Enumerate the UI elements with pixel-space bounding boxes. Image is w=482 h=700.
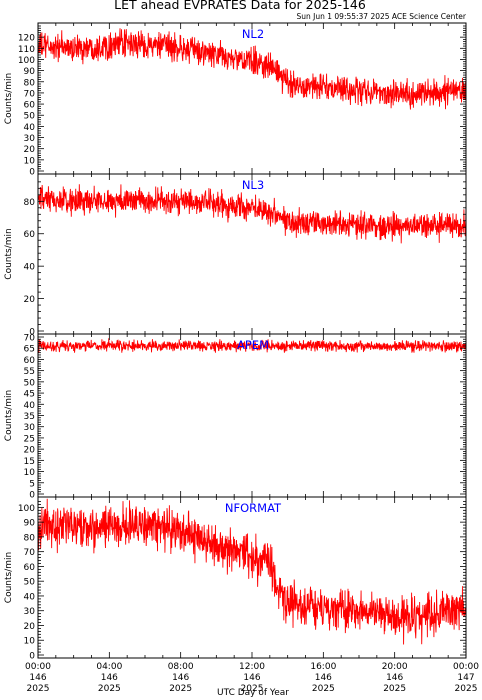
y-tick-label: 110 bbox=[18, 45, 35, 55]
y-tick-label: 90 bbox=[24, 67, 36, 77]
x-tick-day: 146 bbox=[172, 673, 189, 683]
y-tick-label: 50 bbox=[24, 378, 36, 388]
y-tick-label: 100 bbox=[18, 504, 35, 514]
y-axis-label: Counts/min bbox=[4, 390, 14, 441]
x-tick-day: 146 bbox=[29, 673, 46, 683]
y-tick-label: 0 bbox=[29, 168, 35, 178]
y-tick-label: 80 bbox=[24, 78, 36, 88]
y-tick-label: 5 bbox=[29, 479, 35, 489]
series-line-apem bbox=[38, 338, 466, 353]
y-tick-label: 0 bbox=[29, 491, 35, 501]
y-tick-label: 0 bbox=[29, 328, 35, 338]
y-tick-label: 20 bbox=[24, 145, 36, 155]
y-tick-label: 25 bbox=[24, 434, 35, 444]
y-tick-label: 70 bbox=[24, 89, 36, 99]
series-line-nl2 bbox=[38, 28, 466, 110]
y-tick-label: 40 bbox=[24, 592, 36, 602]
y-tick-label: 80 bbox=[24, 198, 36, 208]
y-tick-label: 10 bbox=[24, 468, 36, 478]
x-tick-time: 16:00 bbox=[310, 662, 336, 672]
y-tick-label: 60 bbox=[24, 101, 36, 111]
chart-panels: 0102030405060708090100110120Counts/minNL… bbox=[4, 22, 467, 662]
x-tick-time: 12:00 bbox=[239, 662, 265, 672]
y-tick-label: 60 bbox=[24, 356, 36, 366]
y-tick-label: 60 bbox=[24, 563, 36, 573]
y-tick-label: 10 bbox=[24, 156, 36, 166]
y-tick-label: 90 bbox=[24, 519, 36, 529]
x-tick-year: 2025 bbox=[27, 684, 50, 694]
y-tick-label: 10 bbox=[24, 637, 36, 647]
y-axis-label: Counts/min bbox=[4, 73, 14, 124]
x-axis-title: UTC Day of Year bbox=[217, 688, 289, 698]
y-tick-label: 120 bbox=[18, 34, 35, 44]
x-tick-day: 147 bbox=[457, 673, 474, 683]
y-tick-label: 80 bbox=[24, 533, 36, 543]
y-tick-label: 100 bbox=[18, 56, 35, 66]
x-tick-year: 2025 bbox=[241, 684, 264, 694]
y-tick-label: 60 bbox=[24, 230, 36, 240]
x-axis: 00:00146202504:00146202508:00146202512:0… bbox=[25, 662, 479, 694]
panel-label: NL3 bbox=[242, 178, 264, 192]
y-axis-label: Counts/min bbox=[4, 228, 14, 279]
panel-label: NL2 bbox=[242, 27, 264, 41]
panel-label: APEM bbox=[237, 338, 269, 352]
y-tick-label: 20 bbox=[24, 446, 36, 456]
y-tick-label: 40 bbox=[24, 123, 36, 133]
y-tick-label: 15 bbox=[24, 457, 35, 467]
x-tick-time: 00:00 bbox=[25, 662, 51, 672]
y-tick-label: 55 bbox=[24, 367, 35, 377]
x-tick-year: 2025 bbox=[169, 684, 192, 694]
y-tick-label: 30 bbox=[24, 423, 36, 433]
x-tick-time: 04:00 bbox=[96, 662, 122, 672]
y-tick-label: 65 bbox=[24, 345, 35, 355]
y-tick-label: 20 bbox=[24, 295, 36, 305]
y-tick-label: 45 bbox=[24, 390, 35, 400]
x-tick-time: 00:00 bbox=[453, 662, 479, 672]
x-tick-year: 2025 bbox=[383, 684, 406, 694]
x-tick-year: 2025 bbox=[455, 684, 478, 694]
y-tick-label: 40 bbox=[24, 263, 36, 273]
y-axis-label: Counts/min bbox=[4, 552, 14, 603]
y-tick-label: 50 bbox=[24, 112, 36, 122]
figure-title: LET ahead EVPRATES Data for 2025-146 bbox=[114, 0, 366, 12]
x-tick-year: 2025 bbox=[312, 684, 335, 694]
y-tick-label: 70 bbox=[24, 334, 36, 344]
series-line-nformat bbox=[38, 498, 466, 645]
y-tick-label: 70 bbox=[24, 548, 36, 558]
y-tick-label: 35 bbox=[24, 412, 35, 422]
x-tick-day: 146 bbox=[243, 673, 260, 683]
y-tick-label: 50 bbox=[24, 578, 36, 588]
x-tick-day: 146 bbox=[315, 673, 332, 683]
y-tick-label: 40 bbox=[24, 401, 36, 411]
x-tick-day: 146 bbox=[386, 673, 403, 683]
x-tick-time: 08:00 bbox=[168, 662, 194, 672]
y-tick-label: 30 bbox=[24, 607, 36, 617]
panel-label: NFORMAT bbox=[225, 501, 282, 515]
generation-timestamp: Sun Jun 1 09:55:37 2025 ACE Science Cent… bbox=[296, 12, 466, 21]
y-tick-label: 20 bbox=[24, 622, 36, 632]
panel-nformat: 0 10 20 30 40 50 60 70 80 90 100 Counts/min NFORMAT bbox=[4, 496, 467, 662]
y-tick-label: 30 bbox=[24, 134, 36, 144]
series-line-nl3 bbox=[38, 184, 466, 244]
x-tick-day: 146 bbox=[101, 673, 118, 683]
y-tick-label: 0 bbox=[29, 652, 35, 662]
x-tick-year: 2025 bbox=[98, 684, 121, 694]
x-tick-time: 20:00 bbox=[382, 662, 408, 672]
